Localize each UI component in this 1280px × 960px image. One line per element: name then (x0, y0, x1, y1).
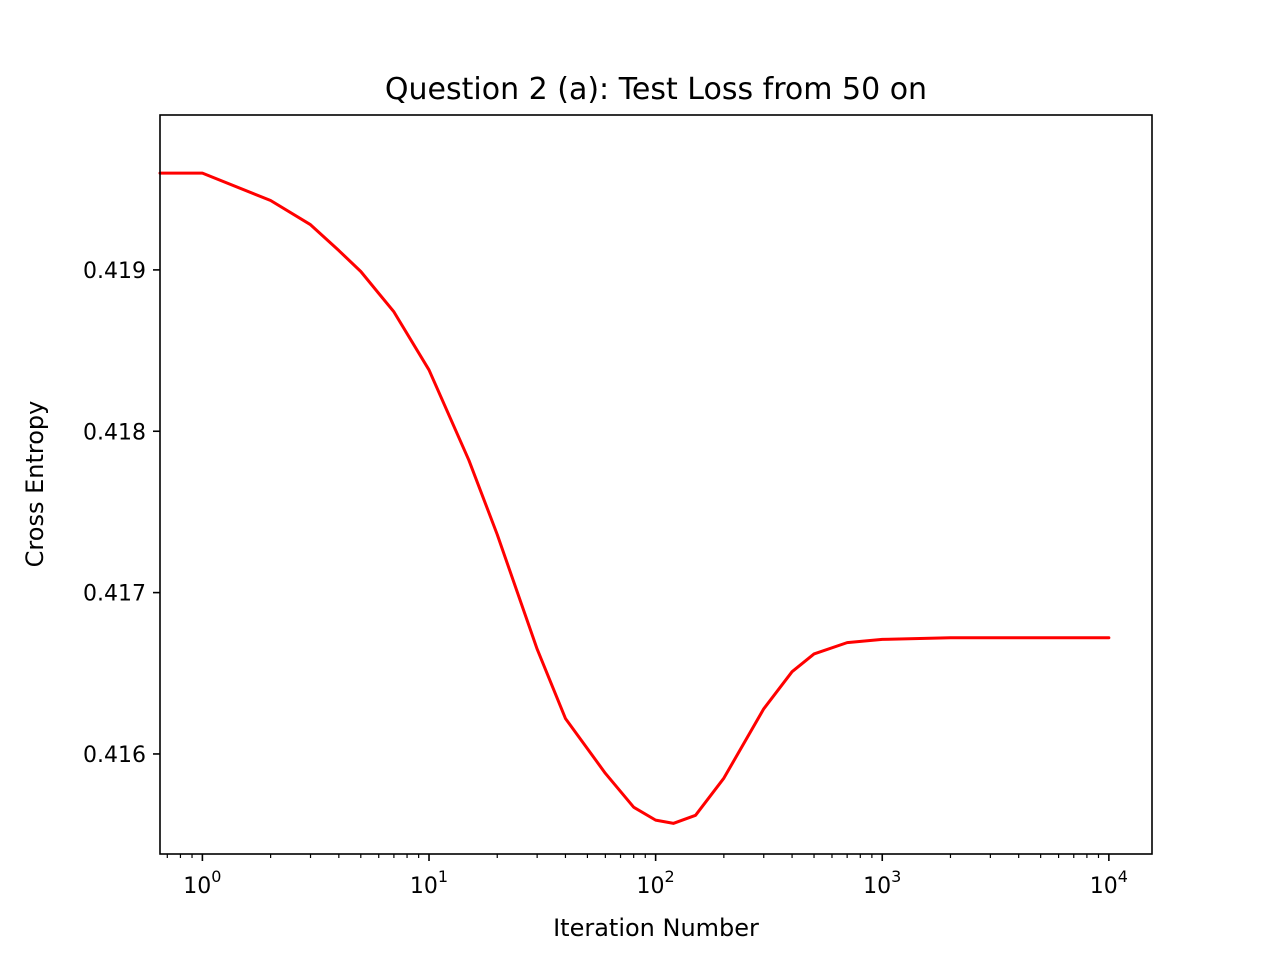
x-tick-label: 103 (863, 867, 901, 899)
x-tick-label: 101 (410, 867, 448, 899)
y-tick-label: 0.417 (83, 582, 146, 607)
y-tick-label: 0.419 (83, 259, 146, 284)
chart-title: Question 2 (a): Test Loss from 50 on (385, 72, 927, 107)
x-axis: 100 101 102 103 104 (166, 854, 1128, 899)
y-axis: 0.416 0.417 0.418 0.419 (83, 259, 160, 768)
x-tick-label: 104 (1090, 867, 1128, 899)
y-tick-label: 0.418 (83, 420, 146, 445)
y-tick-label: 0.416 (83, 743, 146, 768)
x-axis-label: Iteration Number (553, 914, 759, 942)
plot-frame (159, 114, 1153, 855)
y-axis-label: Cross Entropy (21, 401, 49, 568)
series-line (158, 171, 1111, 825)
x-tick-label: 102 (637, 867, 675, 899)
x-tick-label: 100 (183, 867, 221, 899)
